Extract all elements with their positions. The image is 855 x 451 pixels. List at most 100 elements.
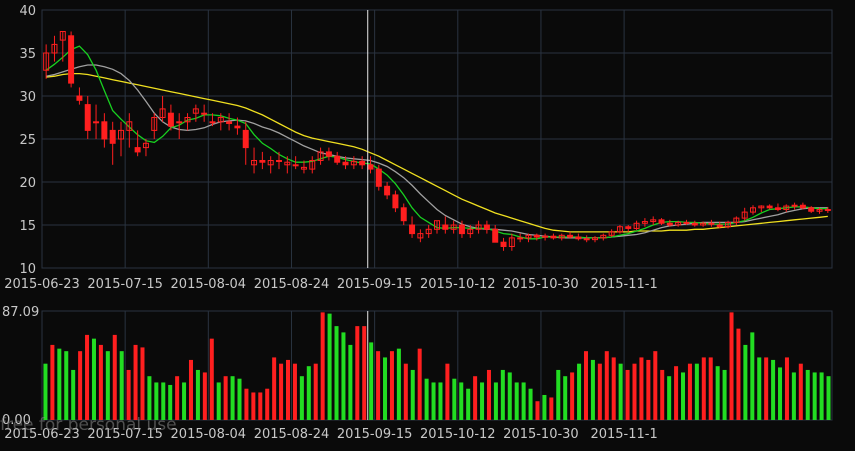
- candle: [633, 220, 640, 231]
- volume-bar: [64, 351, 69, 420]
- volume-bar: [542, 394, 547, 420]
- candle: [525, 233, 532, 243]
- volume-x-tick-label: 2015-10-30: [503, 427, 579, 442]
- candle: [234, 117, 241, 135]
- volume-bar: [549, 397, 554, 420]
- candle: [824, 206, 831, 213]
- candle-body-up: [300, 166, 307, 170]
- volume-bar: [424, 378, 429, 420]
- candle-body-down: [400, 207, 407, 222]
- candle: [384, 182, 391, 200]
- candle-body-up: [741, 211, 748, 219]
- volume-bar: [459, 382, 464, 420]
- candle: [666, 219, 673, 227]
- volume-bar: [43, 363, 48, 420]
- volume-bar: [729, 312, 734, 420]
- candle: [650, 216, 657, 225]
- candle: [142, 139, 149, 157]
- price-y-tick-label: 20: [19, 176, 36, 191]
- candle: [750, 205, 756, 215]
- candle-body-down: [84, 104, 91, 131]
- volume-bar: [216, 382, 221, 420]
- volume-bar: [383, 357, 388, 420]
- candle: [109, 121, 116, 165]
- volume-x-tick-label: 2015-06-23: [4, 427, 80, 442]
- candle: [500, 237, 507, 251]
- volume-bar: [757, 357, 762, 420]
- volume-bar: [140, 347, 145, 420]
- candle-body-down: [716, 224, 723, 228]
- volume-bar: [202, 372, 207, 420]
- volume-grid: [41, 310, 833, 421]
- volume-bar: [507, 372, 512, 420]
- candle-body-down: [483, 224, 490, 230]
- volume-bar: [285, 359, 291, 420]
- volume-x-tick-label: 2015-07-15: [87, 427, 163, 442]
- candle: [192, 104, 199, 122]
- volume-bar: [466, 388, 471, 420]
- volume-bar: [784, 357, 789, 420]
- candle: [59, 31, 66, 62]
- candle: [658, 218, 665, 225]
- volume-bar: [722, 369, 727, 420]
- candle: [184, 113, 191, 131]
- candle-body-down: [367, 164, 374, 170]
- candle-body-down: [109, 129, 116, 144]
- volume-bar: [348, 344, 353, 420]
- volume-bar: [521, 382, 526, 420]
- volume-bar: [195, 369, 200, 420]
- volume-min-label: 0.00: [2, 413, 31, 428]
- candle: [550, 233, 557, 240]
- candle-body-down: [101, 121, 108, 140]
- candle: [533, 233, 540, 241]
- candle: [309, 156, 316, 174]
- candle-body-down: [242, 129, 249, 149]
- volume-bar: [778, 367, 783, 420]
- candle-body-down: [442, 224, 449, 230]
- candle-body-up: [284, 161, 291, 166]
- volume-bar: [480, 382, 485, 420]
- candle-body-up: [142, 142, 149, 149]
- candle: [542, 233, 549, 241]
- candle-body-down: [276, 160, 282, 162]
- ma10-line: [46, 64, 828, 239]
- volume-bar: [805, 369, 810, 420]
- candle-body-down: [567, 234, 574, 238]
- volume-bar: [736, 328, 741, 420]
- moving-averages: [45, 45, 828, 240]
- volume-bar: [715, 366, 720, 420]
- candle-body-up: [292, 164, 299, 167]
- volume-bar: [514, 382, 519, 420]
- volume-bar: [493, 382, 498, 420]
- candle-body-down: [683, 221, 690, 224]
- volume-bar: [431, 382, 436, 420]
- candle: [325, 147, 332, 161]
- volume-bar: [362, 326, 367, 420]
- candle-body-down: [625, 226, 632, 229]
- candle-body-down: [68, 35, 75, 84]
- candle: [375, 164, 382, 191]
- candle: [675, 220, 682, 227]
- candle: [101, 113, 108, 148]
- volume-bar: [812, 372, 817, 420]
- volume-bar: [771, 359, 776, 420]
- candle-body-up: [434, 220, 440, 230]
- price-y-tick-label: 15: [19, 219, 36, 234]
- volume-bar: [694, 363, 699, 420]
- volume-frame: [41, 310, 833, 421]
- volume-bar: [292, 363, 297, 420]
- volume-x-tick-label: 2015-08-04: [171, 427, 247, 442]
- candle: [492, 225, 499, 243]
- candle: [409, 216, 416, 238]
- candle-body-up: [159, 108, 166, 119]
- candle-body-up: [542, 235, 549, 238]
- volume-bar: [98, 344, 103, 420]
- candle: [342, 156, 349, 170]
- volume-bar: [71, 369, 76, 420]
- volume-bar: [473, 376, 478, 420]
- candle: [300, 160, 307, 174]
- volume-bar: [119, 351, 124, 420]
- candle: [68, 31, 75, 88]
- candle: [467, 225, 474, 238]
- candle: [159, 96, 166, 122]
